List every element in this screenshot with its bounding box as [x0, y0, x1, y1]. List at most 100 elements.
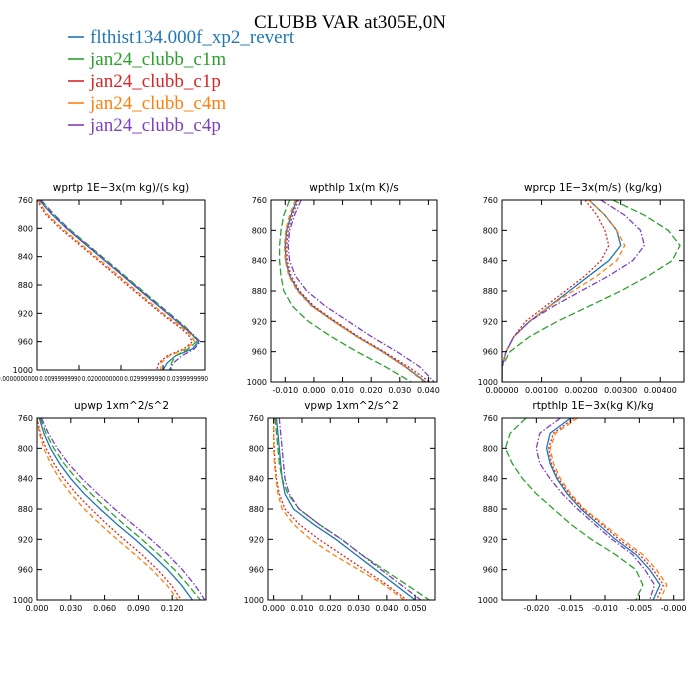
x-tick-label: 0.00400 [644, 386, 677, 395]
series-line [39, 418, 201, 600]
series-line [37, 200, 196, 370]
series-line [37, 418, 182, 600]
y-tick-label: 920 [252, 317, 267, 326]
y-tick-label: 800 [483, 444, 498, 453]
y-tick-label: 1000 [13, 596, 33, 605]
y-tick-label: 840 [249, 475, 264, 484]
y-tick-label: 920 [483, 535, 498, 544]
x-tick-label: 0.010 [331, 386, 354, 395]
y-tick-label: 920 [249, 535, 264, 544]
x-tick-label: 0.030 [59, 604, 82, 613]
y-tick-label: 800 [483, 226, 498, 235]
chart-panel: vpwp 1xm^2/s^2 760 800 840 880 920 960 10000.00… [244, 400, 436, 613]
x-tick-label: 0.0200000000 [82, 375, 123, 383]
x-tick-label: 0.000 [302, 386, 325, 395]
y-tick-label: 960 [483, 566, 498, 575]
y-tick-label: 840 [483, 475, 498, 484]
x-tick-label: -0.010 [592, 604, 618, 613]
series-line [37, 418, 179, 600]
y-tick-label: 920 [18, 309, 33, 318]
y-tick-label: 960 [483, 348, 498, 357]
x-tick-label: 0.00999999990 [39, 375, 80, 383]
series-line [287, 200, 435, 382]
y-tick-label: 840 [483, 257, 498, 266]
x-tick-label: 0.0000000000 [0, 375, 38, 383]
series-line [535, 418, 656, 600]
x-tick-label: 0.00100 [525, 386, 558, 395]
y-tick-label: 800 [18, 224, 33, 233]
panel-title: rtpthlp 1E−3x(kg K)/kg [532, 400, 653, 412]
x-tick-label: -0.020 [523, 604, 549, 613]
x-tick-label: 0.000 [26, 604, 49, 613]
y-tick-label: 800 [18, 444, 33, 453]
legend-label: jan24_clubb_c4m [89, 93, 226, 114]
series-line [504, 418, 644, 600]
y-tick-label: 840 [18, 253, 33, 262]
figure-title: CLUBB VAR at305E,0N [254, 12, 446, 33]
x-tick-label: 0.090 [127, 604, 150, 613]
x-tick-label: 0.00200 [565, 386, 598, 395]
y-tick-label: 840 [18, 475, 33, 484]
series-line [39, 200, 201, 370]
y-tick-label: 760 [483, 414, 498, 423]
y-tick-label: 760 [252, 196, 267, 205]
y-tick-label: 880 [249, 505, 264, 514]
y-tick-label: 760 [249, 414, 264, 423]
y-tick-label: 880 [18, 281, 33, 290]
y-tick-label: 880 [18, 505, 33, 514]
y-tick-label: 960 [18, 566, 33, 575]
x-tick-label: -0.015 [558, 604, 584, 613]
series-line [545, 418, 661, 600]
series-line [273, 418, 408, 600]
series-line [40, 418, 206, 600]
y-tick-label: 760 [18, 196, 33, 205]
y-tick-label: 920 [18, 535, 33, 544]
panel-title: wpthlp 1x(m K)/s [309, 182, 399, 194]
chart-panel: wprtp 1E−3x(m kg)/(s kg) 760 800 840 880 920 9… [0, 182, 208, 383]
y-tick-label: 1000 [478, 596, 498, 605]
y-tick-label: 880 [483, 505, 498, 514]
x-tick-label: 0.000 [262, 604, 285, 613]
x-tick-label: 0.060 [93, 604, 116, 613]
x-tick-label: 0.030 [388, 386, 411, 395]
y-tick-label: 840 [252, 257, 267, 266]
x-tick-label: 0.00300 [604, 386, 637, 395]
x-tick-label: 0.010 [291, 604, 314, 613]
y-tick-label: 760 [18, 414, 33, 423]
chart-panel: upwp 1xm^2/s^2 760 800 840 880 920 960 10000.00… [13, 400, 207, 613]
series-line [502, 200, 681, 382]
series-line [275, 418, 416, 600]
chart-panel: wprcp 1E−3x(m/s) (kg/kg) 760 800 840 880 920 9… [478, 182, 685, 395]
chart-panel: rtpthlp 1E−3x(kg K)/kg 760 800 840 880 920 960… [478, 400, 687, 613]
series-line [38, 418, 194, 600]
x-tick-label: 0.040 [375, 604, 398, 613]
x-tick-label: 0.020 [319, 604, 342, 613]
y-tick-label: 800 [249, 444, 264, 453]
x-tick-label: 0.050 [404, 604, 427, 613]
y-tick-label: 880 [483, 287, 498, 296]
x-tick-label: 0.0399999990 [167, 375, 208, 383]
series-line [548, 418, 665, 600]
series-line [37, 200, 194, 370]
x-tick-label: -0.000 [661, 604, 687, 613]
x-tick-label: 0.0299999990 [124, 375, 165, 383]
series-line [40, 200, 198, 370]
panel-title: vpwp 1xm^2/s^2 [304, 400, 399, 412]
legend-label: jan24_clubb_c1m [89, 49, 226, 70]
y-tick-label: 1000 [244, 596, 264, 605]
series-line [278, 200, 412, 382]
y-tick-label: 920 [483, 317, 498, 326]
chart-panels: wprtp 1E−3x(m kg)/(s kg) 760 800 840 880 920 9… [0, 182, 687, 613]
y-tick-label: 1000 [478, 378, 498, 387]
series-line [278, 418, 422, 600]
y-tick-label: 760 [483, 196, 498, 205]
y-tick-label: 1000 [13, 366, 33, 375]
legend-label: jan24_clubb_c4p [89, 115, 221, 136]
x-tick-label: -0.005 [626, 604, 652, 613]
chart-panel: wpthlp 1x(m K)/s 760 800 840 880 920 960 1000 -0… [247, 182, 440, 395]
x-tick-label: 0.120 [161, 604, 184, 613]
series-line [502, 200, 610, 382]
x-tick-label: 0.040 [417, 386, 440, 395]
y-tick-label: 960 [249, 566, 264, 575]
